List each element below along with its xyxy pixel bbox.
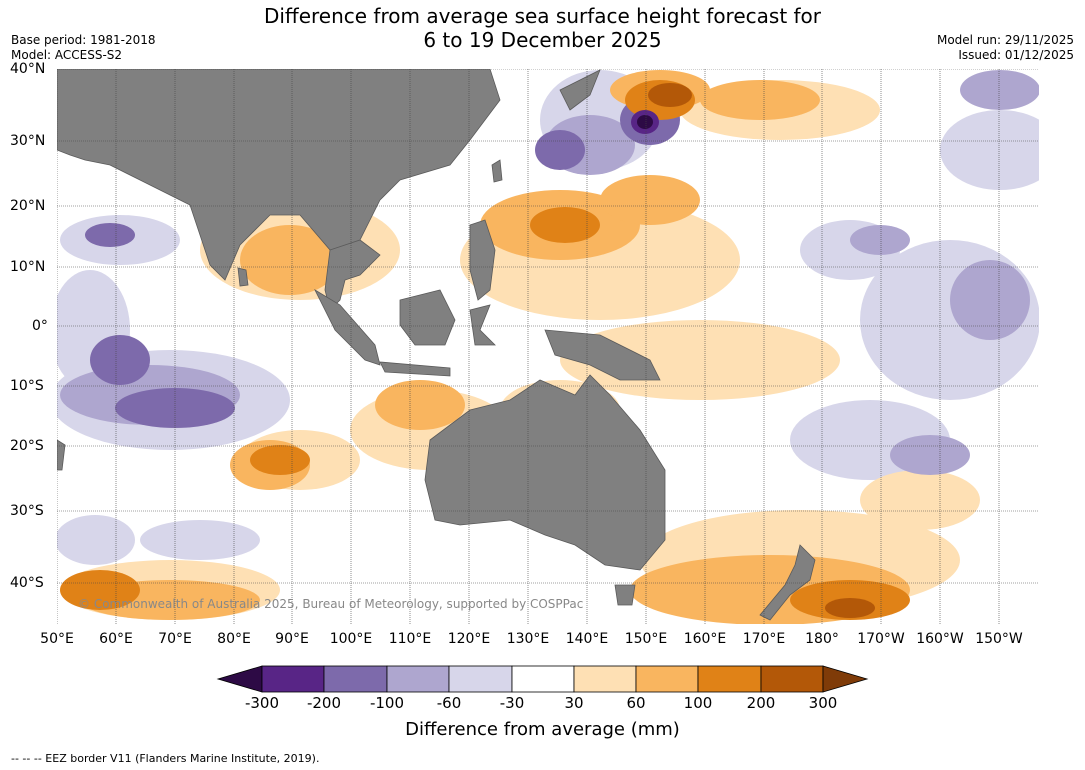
lon-label-130e: 130°E — [506, 631, 550, 647]
new-guinea — [544, 329, 661, 381]
lon-label-180: 180° — [805, 631, 839, 647]
title-block: Difference from average sea surface heig… — [0, 4, 1085, 52]
colorbar-tick: 100 — [683, 694, 713, 712]
lon-label-80e: 80°E — [217, 631, 251, 647]
base-period: Base period: 1981-2018 — [11, 33, 156, 47]
land-layer — [57, 69, 816, 621]
anomaly-layer-200 — [648, 83, 875, 618]
colorbar-extend-low — [216, 665, 263, 693]
lat-label-40n: 40°N — [10, 61, 46, 77]
colorbar-extend-high — [822, 665, 869, 693]
colorbar-tick: 200 — [746, 694, 776, 712]
sumatra — [314, 288, 381, 366]
lat-label-30n: 30°N — [10, 133, 46, 149]
java — [379, 361, 451, 377]
meta-left: Base period: 1981-2018 Model: ACCESS-S2 — [11, 33, 156, 63]
sea-height-map — [57, 69, 1039, 624]
lon-label-160e: 160°E — [683, 631, 727, 647]
lon-label-150w: 150°W — [975, 631, 1023, 647]
borneo — [399, 289, 456, 346]
madagascar — [57, 439, 66, 471]
model-run: Model run: 29/11/2025 — [936, 33, 1074, 47]
lat-label-20n: 20°N — [10, 198, 46, 214]
lon-label-150e: 150°E — [624, 631, 668, 647]
lat-label-20s: 20°S — [10, 438, 44, 454]
lon-label-140e: 140°E — [565, 631, 609, 647]
asia-landmass — [57, 69, 501, 281]
new-zealand — [759, 544, 816, 621]
meta-right: Model run: 29/11/2025 Issued: 01/12/2025 — [937, 33, 1074, 63]
japan — [559, 69, 601, 111]
copyright-notice: © Commonwealth of Australia 2025, Bureau… — [78, 597, 584, 611]
colorbar-label: Difference from average (mm) — [405, 719, 680, 740]
lon-label-170w: 170°W — [857, 631, 905, 647]
title-line-1: Difference from average sea surface heig… — [263, 4, 822, 28]
colorbar-swatch-9 — [760, 665, 824, 693]
lon-label-90e: 90°E — [275, 631, 309, 647]
colorbar-tick: 30 — [564, 694, 584, 712]
title-line-2: 6 to 19 December 2025 — [423, 28, 662, 52]
lat-label-10n: 10°N — [10, 259, 46, 275]
colorbar-tick: -100 — [369, 694, 405, 712]
colorbar-tick: -30 — [499, 694, 525, 712]
colorbar-swatch-4 — [448, 665, 513, 693]
colorbar — [216, 665, 869, 693]
colorbar-swatch-5 — [511, 665, 575, 693]
colorbar-tick: -300 — [244, 694, 280, 712]
colorbar-tick: 300 — [808, 694, 838, 712]
taiwan — [491, 159, 503, 183]
colorbar-tick: -200 — [306, 694, 342, 712]
colorbar-swatch-8 — [697, 665, 762, 693]
lon-label-160w: 160°W — [916, 631, 964, 647]
sri-lanka — [237, 267, 249, 287]
lon-label-170e: 170°E — [742, 631, 786, 647]
colorbar-swatch-3 — [386, 665, 450, 693]
issued-date: Issued: 01/12/2025 — [958, 48, 1074, 62]
colorbar-tick: -60 — [436, 694, 462, 712]
colorbar-tick: 60 — [626, 694, 646, 712]
colorbar-swatch-1 — [261, 665, 325, 693]
lon-label-70e: 70°E — [158, 631, 192, 647]
colorbar-swatch-7 — [635, 665, 699, 693]
lat-label-40s: 40°S — [10, 575, 44, 591]
anomaly-layer-neg300 — [637, 115, 653, 129]
lon-label-100e: 100°E — [329, 631, 373, 647]
lon-label-120e: 120°E — [447, 631, 491, 647]
graticule — [57, 69, 1039, 624]
lat-label-10s: 10°S — [10, 378, 44, 394]
lat-label-equator: 0° — [32, 318, 48, 334]
lon-label-110e: 110°E — [388, 631, 432, 647]
colorbar-swatch-2 — [323, 665, 388, 693]
lon-label-60e: 60°E — [99, 631, 133, 647]
lat-label-30s: 30°S — [10, 503, 44, 519]
model-name: Model: ACCESS-S2 — [11, 48, 123, 62]
philippines — [469, 219, 496, 301]
sulawesi — [469, 304, 496, 346]
tasmania — [614, 584, 636, 606]
colorbar-swatch-6 — [573, 665, 637, 693]
lon-label-50e: 50°E — [40, 631, 74, 647]
australia — [424, 374, 666, 571]
eez-note: -- -- -- EEZ border V11 (Flanders Marine… — [11, 752, 320, 765]
